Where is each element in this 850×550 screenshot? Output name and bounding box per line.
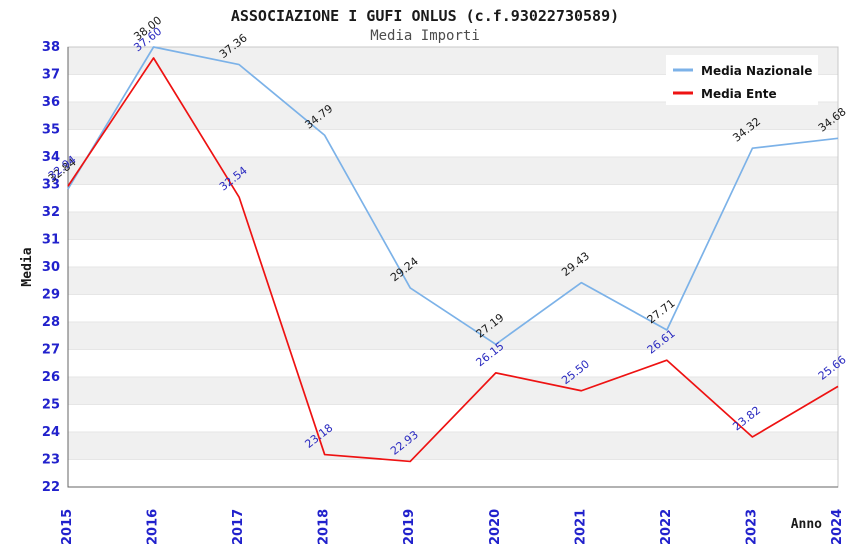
x-tick-label: 2021 [573,509,588,545]
grid-band [68,102,838,130]
y-tick-label: 28 [42,315,60,330]
y-axis-title: Media [20,247,35,286]
y-tick-label: 33 [42,178,60,193]
series-line-media-nazionale [67,46,839,346]
legend-label-media-ente: Media Ente [701,87,777,101]
y-tick-label: 26 [42,370,60,385]
legend: Media Nazionale Media Ente [666,55,818,105]
y-tick-label: 37 [42,68,60,83]
axis-lines [67,47,838,488]
x-tick-label: 2022 [659,509,674,545]
grid-band [68,212,838,240]
grid-band [68,432,838,460]
x-tick-label: 2020 [488,509,503,545]
x-tick-label: 2017 [231,509,246,545]
x-tick-label: 2018 [317,509,332,545]
y-tick-label: 32 [42,205,60,220]
x-tick-label: 2015 [60,509,75,545]
y-tick-label: 34 [42,150,60,165]
chart-subtitle: Media Importi [370,28,480,44]
grid-band [68,322,838,350]
y-tick-label: 36 [42,95,60,110]
chart-title: ASSOCIAZIONE I GUFI ONLUS (c.f.930227305… [231,7,619,25]
x-tick-label: 2023 [744,509,759,545]
legend-background [666,55,818,105]
y-tick-label: 35 [42,123,60,138]
y-tick-label: 22 [42,480,60,495]
series-line-media-ente [67,57,839,463]
x-tick-label: 2019 [402,509,417,545]
x-axis-title: Anno [791,517,822,532]
y-tick-label: 25 [42,398,60,413]
grid-band [68,377,838,405]
y-tick-label: 29 [42,288,60,303]
legend-label-media-nazionale: Media Nazionale [701,64,812,78]
x-tick-label: 2016 [146,509,161,545]
plot-area: 22 23 24 25 26 27 28 29 30 31 32 33 34 35 36 37 38 2015 20… [42,14,849,545]
y-tick-label: 24 [42,425,60,440]
data-label: 23.82 [730,404,763,434]
y-tick-label: 31 [42,233,60,248]
y-tick-label: 23 [42,453,60,468]
grid-band [68,157,838,185]
x-tick-label: 2024 [830,509,845,545]
y-tick-label: 38 [42,40,60,55]
y-tick-label: 27 [42,343,60,358]
grid-band [68,267,838,295]
y-tick-label: 30 [42,260,60,275]
